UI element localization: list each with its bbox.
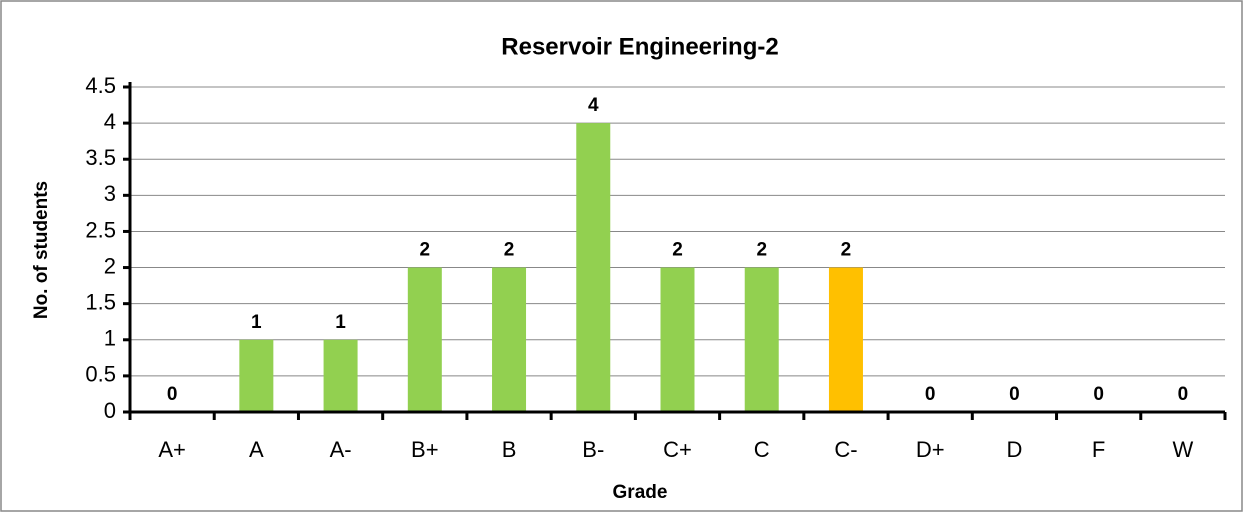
data-label: 0 — [167, 384, 178, 405]
x-tick-label: F — [1092, 437, 1105, 462]
data-label: 2 — [672, 240, 683, 261]
x-tick-label: B — [502, 437, 517, 462]
x-tick-label: A+ — [158, 437, 186, 462]
data-label: 0 — [1178, 384, 1189, 405]
x-tick-label: W — [1173, 437, 1194, 462]
bar — [828, 267, 863, 412]
data-label: 0 — [1009, 384, 1020, 405]
data-label: 0 — [1093, 384, 1104, 405]
bar — [239, 339, 274, 412]
x-tick-label: C+ — [663, 437, 692, 462]
data-label: 2 — [841, 240, 852, 261]
bar — [323, 339, 358, 412]
bar — [492, 267, 527, 412]
y-tick-label: 1.5 — [85, 289, 116, 314]
y-axis-title: No. of students — [31, 181, 52, 319]
chart-title: Reservoir Engineering-2 — [501, 33, 778, 60]
y-tick-label: 4.5 — [85, 73, 116, 98]
x-tick-label: C- — [834, 437, 857, 462]
bar — [660, 267, 695, 412]
x-tick-label: D+ — [916, 437, 945, 462]
bar — [407, 267, 442, 412]
data-label: 2 — [756, 240, 767, 261]
y-tick-label: 0 — [104, 398, 116, 423]
y-tick-label: 2 — [104, 253, 116, 278]
data-label: 2 — [504, 240, 515, 261]
y-tick-label: 0.5 — [85, 362, 116, 387]
data-label: 2 — [420, 240, 431, 261]
x-tick-label: A — [249, 437, 264, 462]
bar — [744, 267, 779, 412]
data-label: 0 — [925, 384, 936, 405]
x-tick-label: D — [1006, 437, 1022, 462]
y-tick-label: 2.5 — [85, 217, 116, 242]
y-tick-label: 1 — [104, 326, 116, 351]
x-axis-title: Grade — [613, 482, 668, 503]
y-tick-label: 3 — [104, 181, 116, 206]
y-tick-label: 3.5 — [85, 145, 116, 170]
x-tick-label: A- — [330, 437, 352, 462]
data-label: 4 — [588, 95, 599, 116]
bar — [576, 123, 611, 412]
x-tick-label: C — [754, 437, 770, 462]
data-label: 1 — [335, 312, 346, 333]
y-tick-label: 4 — [104, 109, 116, 134]
data-label: 1 — [251, 312, 262, 333]
x-tick-label: B- — [582, 437, 604, 462]
x-tick-label: B+ — [411, 437, 439, 462]
